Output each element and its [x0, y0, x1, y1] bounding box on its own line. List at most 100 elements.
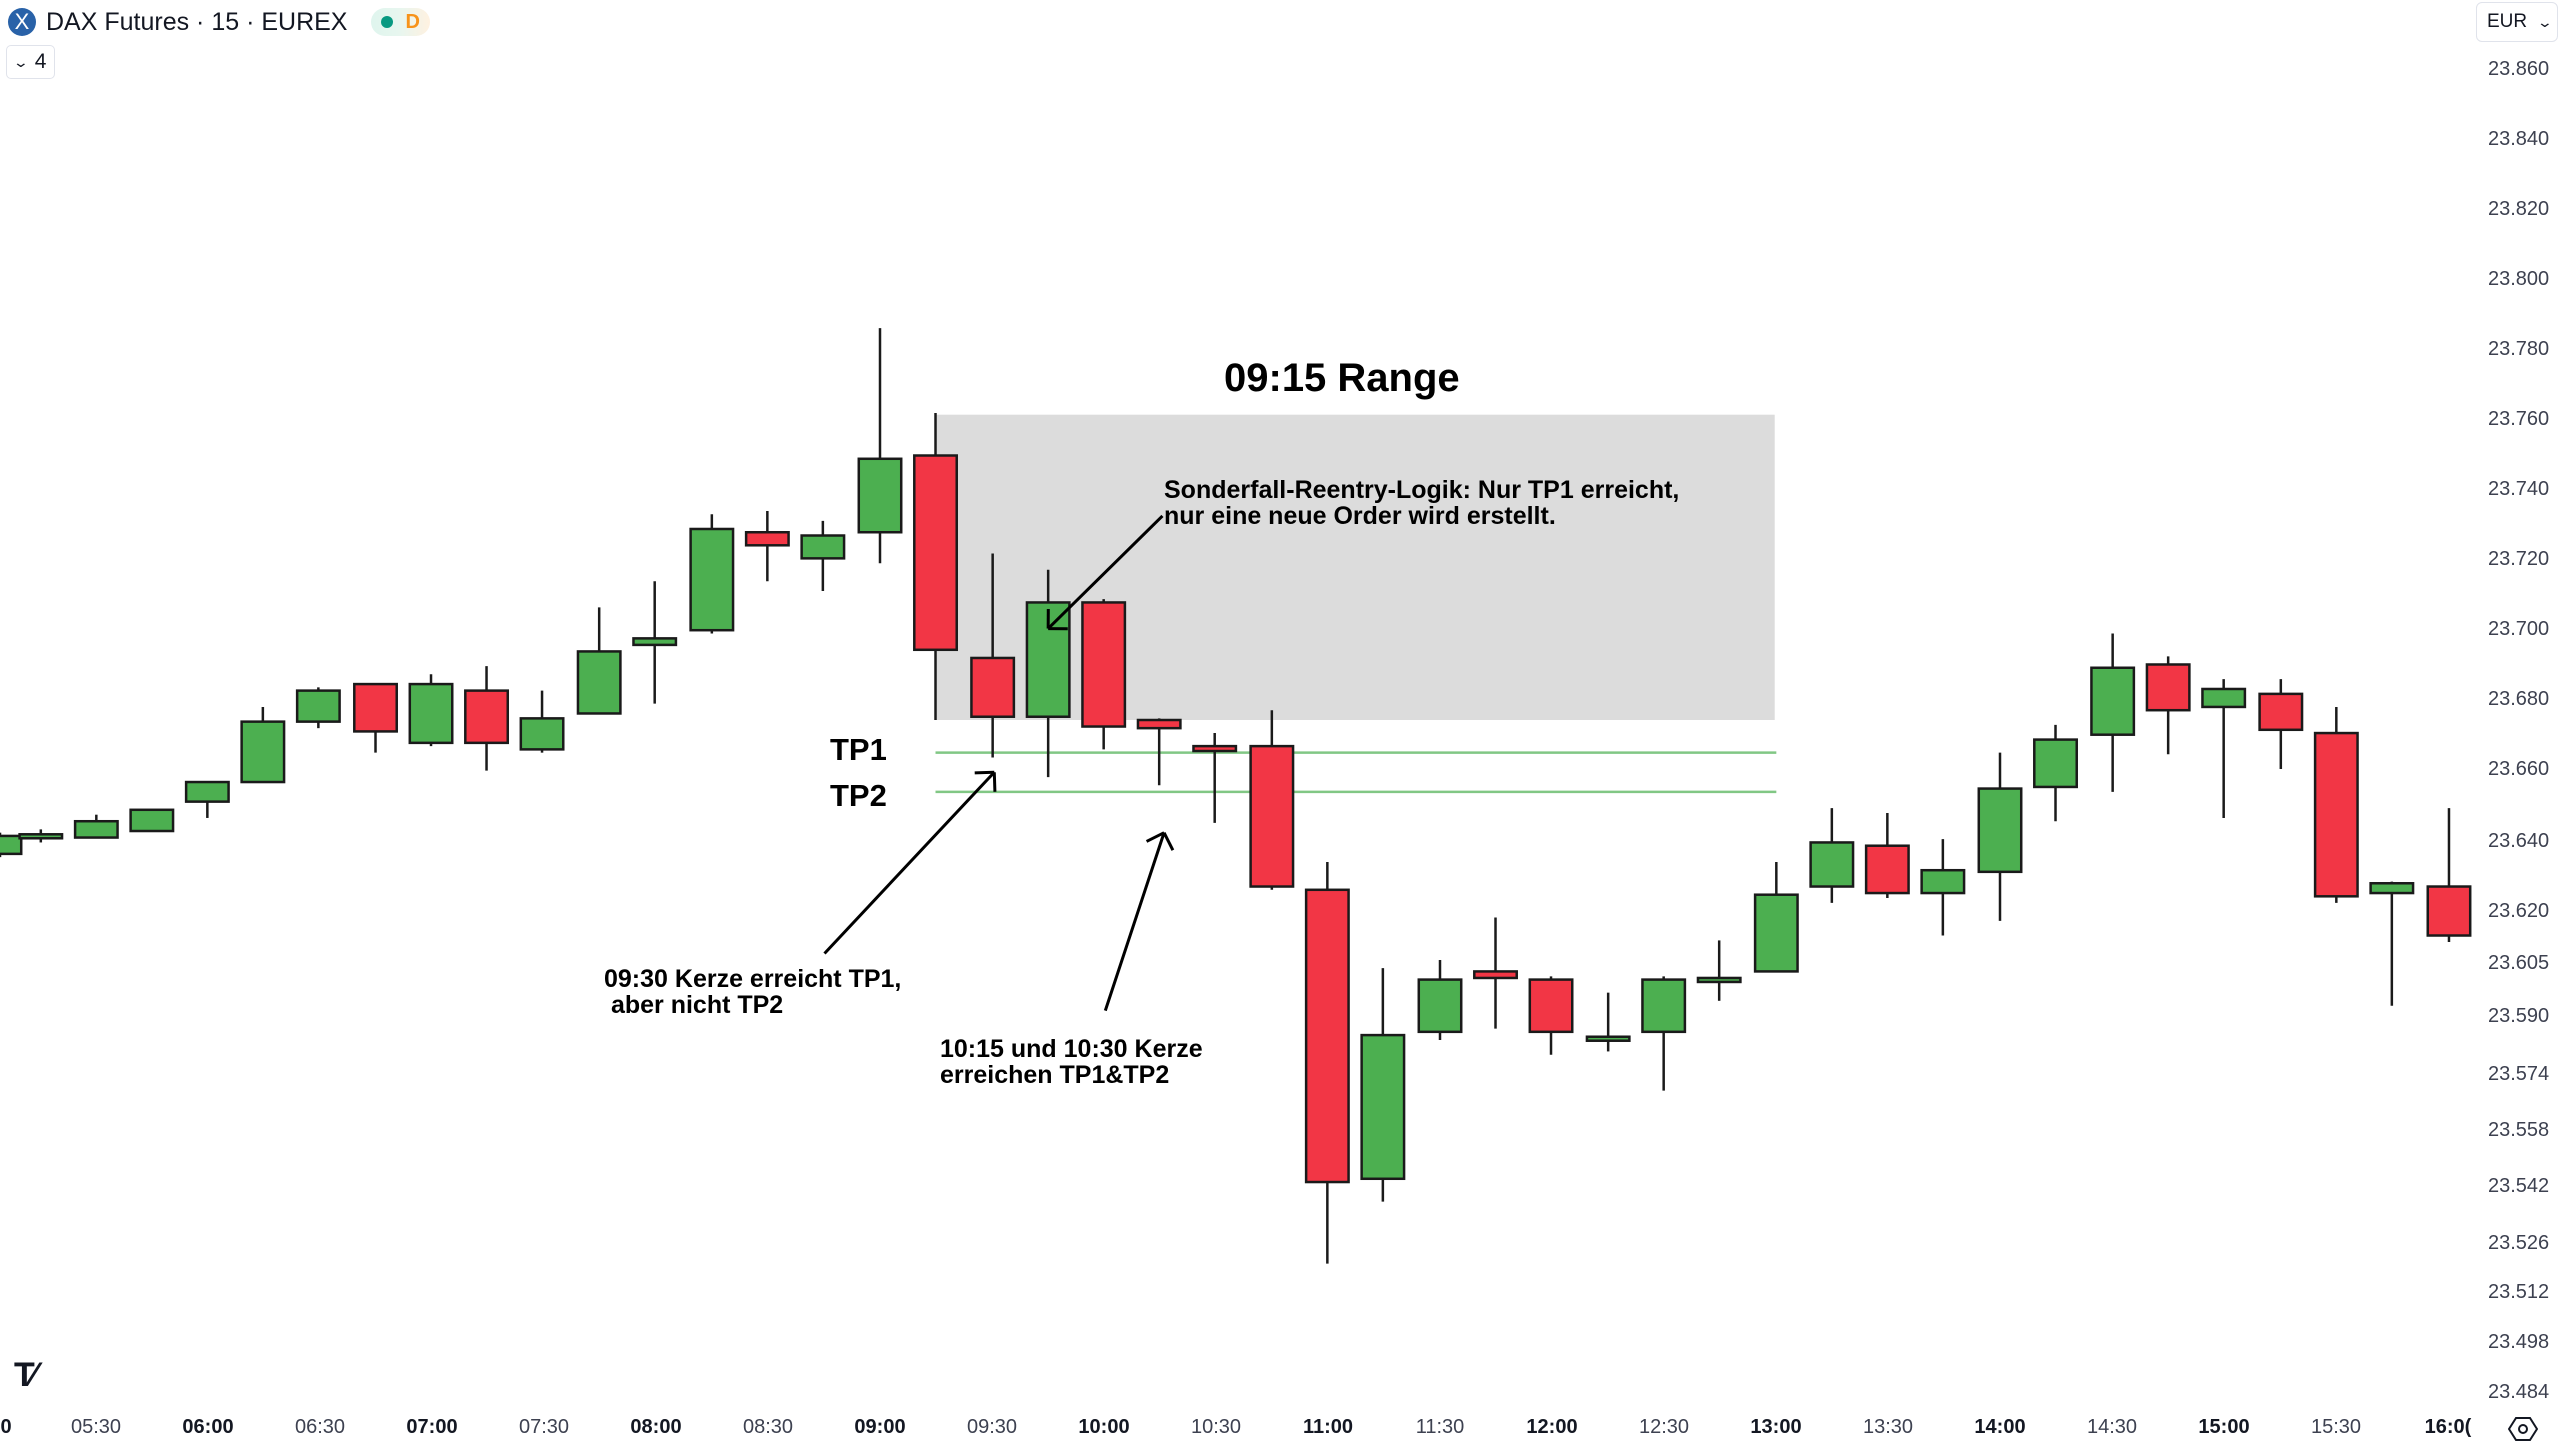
candle[interactable]	[2090, 633, 2136, 792]
candle[interactable]	[1753, 862, 1799, 973]
price-label: 23.680	[2488, 688, 2550, 710]
annotation-arrows	[823, 514, 1175, 1012]
candle[interactable]	[744, 511, 790, 582]
candle[interactable]	[2201, 679, 2247, 818]
chevron-down-icon: ⌄	[2536, 13, 2554, 30]
candle[interactable]	[184, 780, 230, 818]
time-label: 13:30	[1862, 1416, 1914, 1438]
arrow-to-tp2-icon	[1103, 831, 1175, 1012]
price-label: 23.484	[2488, 1381, 2550, 1403]
time-label: 15:00	[2198, 1416, 2250, 1438]
chevron-down-icon: ⌄	[12, 53, 30, 70]
price-label: 23.840	[2488, 128, 2550, 150]
candle[interactable]	[2369, 881, 2415, 1006]
time-label: 12:00	[1526, 1416, 1578, 1438]
candle[interactable]	[2313, 706, 2359, 903]
tradingview-logo[interactable]: T⁄	[14, 1356, 37, 1394]
candle[interactable]	[295, 687, 341, 729]
candle[interactable]	[576, 607, 622, 715]
candle[interactable]	[2033, 724, 2078, 822]
candle[interactable]	[1136, 718, 1182, 786]
market-status-badge[interactable]: D	[371, 8, 430, 36]
time-label: 07:30	[518, 1416, 570, 1438]
symbol-title[interactable]: DAX Futures · 15 · EUREX	[46, 7, 348, 36]
symbol-logo-icon: X	[8, 8, 36, 36]
reentry-note: Sonderfall-Reentry-Logik: Nur TP1 erreic…	[1164, 476, 1680, 530]
price-label: 23.605	[2488, 952, 2550, 974]
candle[interactable]	[353, 682, 398, 753]
price-label: 23.558	[2488, 1119, 2550, 1141]
candle[interactable]	[1192, 733, 1238, 823]
candle[interactable]	[0, 832, 23, 858]
candle[interactable]	[800, 520, 846, 592]
candle[interactable]	[1977, 752, 2023, 921]
indicators-collapse-button[interactable]: ⌄ 4	[6, 45, 56, 79]
note-0930-candle: 09:30 Kerze erreicht TP1, aber nicht TP2	[604, 965, 902, 1019]
price-label: 23.620	[2488, 900, 2550, 922]
price-label: 23.512	[2488, 1281, 2550, 1303]
candle[interactable]	[970, 553, 1016, 758]
market-open-dot-icon	[381, 16, 394, 28]
currency-selector[interactable]: EUR ⌄	[2476, 2, 2558, 42]
candle[interactable]	[913, 413, 958, 720]
candle[interactable]	[1473, 917, 1518, 1029]
candle[interactable]	[1081, 599, 1127, 750]
price-label: 23.760	[2488, 408, 2550, 430]
range-title: 09:15 Range	[1224, 356, 1460, 400]
candle[interactable]	[519, 690, 565, 753]
candles-group	[0, 328, 2472, 1264]
settings-icon[interactable]	[2508, 1416, 2538, 1442]
candle[interactable]	[2426, 808, 2472, 943]
candle[interactable]	[464, 666, 510, 771]
time-label: 11:00	[1302, 1416, 1354, 1438]
price-label: 23.640	[2488, 830, 2550, 852]
candle[interactable]	[240, 706, 286, 784]
candle[interactable]	[1864, 813, 1910, 898]
price-label: 23.574	[2488, 1063, 2550, 1085]
time-label: 14:00	[1974, 1416, 2026, 1438]
time-label: 08:00	[630, 1416, 682, 1438]
time-label: 12:30	[1638, 1416, 1690, 1438]
candle[interactable]	[1641, 976, 1687, 1091]
range-box[interactable]	[935, 414, 1775, 720]
price-label: 23.720	[2488, 548, 2550, 570]
candle[interactable]	[632, 581, 678, 704]
price-label: 23.860	[2488, 58, 2550, 80]
candle[interactable]	[129, 808, 175, 833]
candle[interactable]	[18, 829, 64, 843]
price-label: 23.526	[2488, 1232, 2550, 1254]
candle[interactable]	[73, 814, 119, 839]
time-label: 09:00	[854, 1416, 906, 1438]
candle[interactable]	[689, 514, 735, 634]
time-label: 16:0(	[2424, 1416, 2472, 1438]
chart-header: X DAX Futures · 15 · EUREX D	[8, 4, 430, 40]
candle[interactable]	[1528, 976, 1574, 1055]
note-1015-1030-candles: 10:15 und 10:30 Kerze erreichen TP1&TP2	[940, 1035, 1203, 1089]
price-label: 23.590	[2488, 1005, 2550, 1027]
candle[interactable]	[1920, 839, 1966, 936]
time-label: 06:30	[294, 1416, 346, 1438]
candle[interactable]	[1249, 710, 1295, 890]
price-label: 23.820	[2488, 198, 2550, 220]
currency-label: EUR	[2487, 11, 2528, 32]
candle[interactable]	[1417, 960, 1463, 1040]
price-label: 23.700	[2488, 618, 2550, 640]
candle[interactable]	[1809, 808, 1855, 903]
candle[interactable]	[408, 674, 454, 747]
candle[interactable]	[2145, 656, 2191, 755]
price-label: 23.800	[2488, 268, 2550, 290]
time-label: 0	[0, 1416, 12, 1438]
time-label: 09:30	[966, 1416, 1018, 1438]
candle[interactable]	[1304, 862, 1350, 1264]
candle[interactable]	[2258, 679, 2304, 769]
time-label: 11:30	[1415, 1416, 1465, 1438]
arrow-to-reentry-candle-icon	[1046, 514, 1164, 631]
candle[interactable]	[1696, 940, 1742, 1001]
candle[interactable]	[1585, 992, 1631, 1052]
price-label: 23.740	[2488, 478, 2550, 500]
price-label: 23.498	[2488, 1331, 2550, 1353]
price-label: 23.780	[2488, 338, 2550, 360]
candle[interactable]	[1360, 968, 1406, 1202]
candle[interactable]	[857, 328, 903, 564]
